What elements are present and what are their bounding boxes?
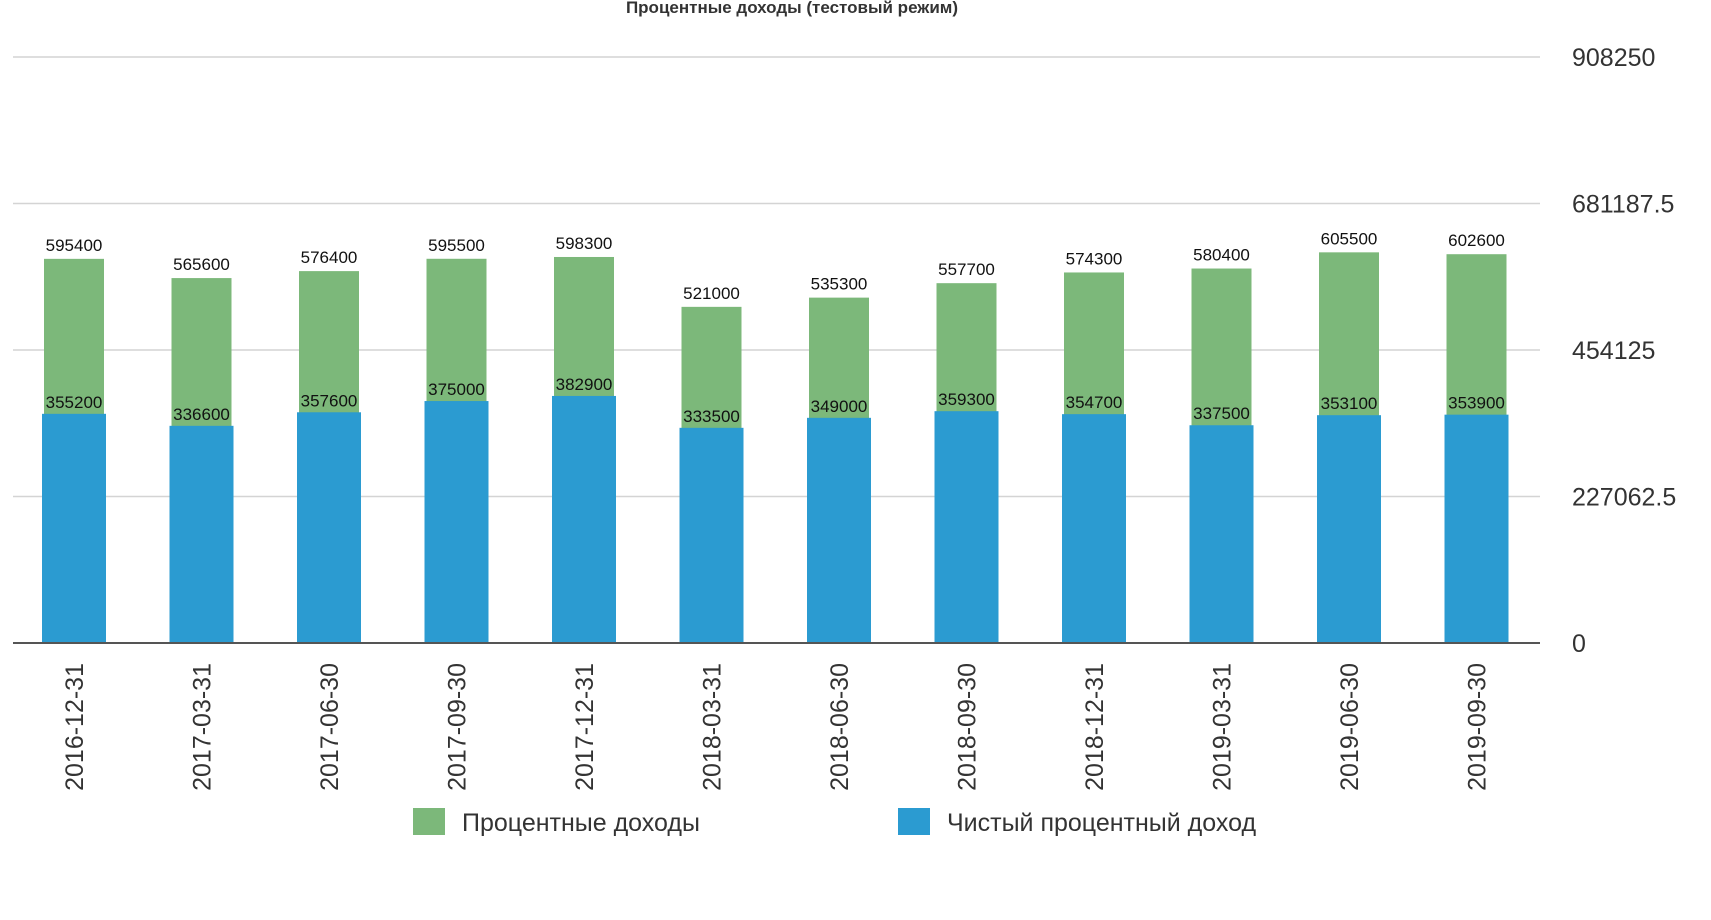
data-label: 382900 (556, 375, 613, 394)
legend: Процентные доходы Чистый процентный доход (413, 808, 1256, 837)
data-label: 375000 (428, 380, 485, 399)
y-tick-label: 681187.5 (1572, 191, 1674, 219)
legend-swatch (898, 808, 930, 835)
bar-chistyy-procentnyy-dohod (679, 427, 744, 643)
data-label: 337500 (1193, 404, 1250, 423)
data-label: 574300 (1066, 249, 1123, 268)
x-tick-label: 2017-09-30 (444, 663, 472, 791)
data-label: 357600 (301, 391, 358, 410)
data-label: 580400 (1193, 246, 1250, 265)
data-label: 605500 (1321, 229, 1378, 248)
data-label: 598300 (556, 234, 613, 253)
data-label: 333500 (683, 407, 740, 426)
x-tick-label: 2018-12-31 (1081, 663, 1109, 791)
data-label: 595400 (46, 236, 103, 255)
data-label: 521000 (683, 284, 740, 303)
bar-chistyy-procentnyy-dohod (1444, 414, 1509, 643)
bar-chistyy-procentnyy-dohod (934, 411, 999, 643)
bar-chistyy-procentnyy-dohod (552, 395, 616, 643)
bar-chistyy-procentnyy-dohod (1062, 414, 1126, 643)
chart-title: Процентные доходы (тестовый режим) (626, 0, 958, 17)
x-tick-label: 2016-12-31 (61, 663, 89, 791)
bar-chistyy-procentnyy-dohod (424, 401, 489, 643)
x-tick-label: 2018-03-31 (699, 663, 727, 791)
x-tick-label: 2019-06-30 (1336, 663, 1364, 791)
data-label: 353100 (1321, 394, 1378, 413)
data-label: 355200 (46, 393, 103, 412)
data-label: 535300 (811, 275, 868, 294)
bar-chistyy-procentnyy-dohod (42, 413, 106, 643)
x-axis: 2016-12-31 2017-03-31 2017-06-30 2017-09-30… (61, 663, 1492, 791)
bar-chistyy-procentnyy-dohod (297, 412, 361, 643)
bar-chistyy-procentnyy-dohod (1317, 415, 1381, 643)
y-tick-label: 454125 (1572, 337, 1655, 365)
data-label: 565600 (173, 255, 230, 274)
x-tick-label: 2017-06-30 (316, 663, 344, 791)
data-labels: 595400 355200 565600 336600 576400 357600 5955… (46, 229, 1505, 425)
y-tick-label: 0 (1572, 630, 1586, 658)
x-tick-label: 2017-03-31 (189, 663, 217, 791)
data-label: 602600 (1448, 231, 1505, 250)
bar-chistyy-procentnyy-dohod (807, 417, 871, 643)
data-label: 557700 (938, 260, 995, 279)
bars (42, 252, 1509, 644)
bar-chistyy-procentnyy-dohod (1189, 425, 1254, 643)
legend-swatch (413, 808, 445, 835)
x-tick-label: 2019-03-31 (1209, 663, 1237, 791)
data-label: 595500 (428, 236, 485, 255)
data-label: 359300 (938, 390, 995, 409)
y-tick-label: 908250 (1572, 44, 1655, 72)
bar-chistyy-procentnyy-dohod (169, 425, 234, 643)
x-tick-label: 2019-09-30 (1464, 663, 1492, 791)
y-tick-label: 227062.5 (1572, 484, 1676, 512)
x-tick-label: 2018-09-30 (954, 663, 982, 791)
x-tick-label: 2017-12-31 (571, 663, 599, 791)
data-label: 354700 (1066, 393, 1123, 412)
legend-label: Чистый процентный доход (947, 809, 1256, 837)
y-axis: 0 227062.5 454125 681187.5 908250 (1572, 44, 1676, 658)
data-label: 336600 (173, 405, 230, 424)
data-label: 576400 (301, 248, 358, 267)
x-tick-label: 2018-06-30 (826, 663, 854, 791)
data-label: 353900 (1448, 394, 1505, 413)
data-label: 349000 (811, 397, 868, 416)
legend-label: Процентные доходы (462, 809, 700, 837)
gridlines (13, 56, 1540, 498)
